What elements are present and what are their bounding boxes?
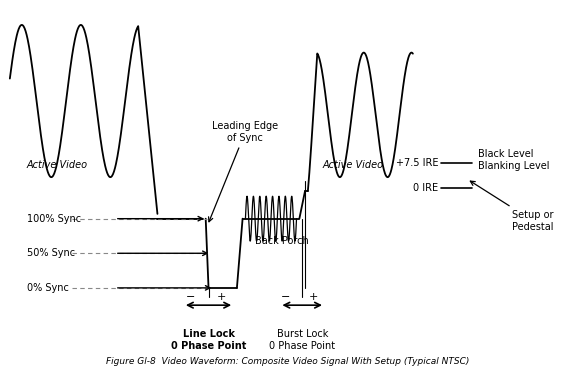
Text: 0 IRE: 0 IRE	[414, 183, 438, 193]
Text: 0% Sync: 0% Sync	[27, 283, 69, 293]
Text: Back Porch: Back Porch	[255, 236, 309, 246]
Text: Active Video: Active Video	[27, 160, 88, 170]
Text: Burst Lock
0 Phase Point: Burst Lock 0 Phase Point	[269, 330, 335, 351]
Text: −: −	[185, 292, 195, 301]
Text: +: +	[217, 292, 226, 301]
Text: Line Lock
0 Phase Point: Line Lock 0 Phase Point	[171, 330, 246, 351]
Text: Leading Edge
of Sync: Leading Edge of Sync	[209, 121, 278, 222]
Text: +: +	[309, 292, 318, 301]
Text: Figure Gl-8  Video Waveform: Composite Video Signal With Setup (Typical NTSC): Figure Gl-8 Video Waveform: Composite Vi…	[107, 357, 469, 366]
Text: +7.5 IRE: +7.5 IRE	[396, 158, 438, 168]
Text: Active Video: Active Video	[322, 160, 383, 170]
Text: 100% Sync: 100% Sync	[27, 214, 81, 224]
Text: Setup or
Pedestal: Setup or Pedestal	[471, 181, 554, 232]
Text: 50% Sync: 50% Sync	[27, 248, 75, 258]
Text: Black Level
Blanking Level: Black Level Blanking Level	[478, 149, 550, 170]
Text: −: −	[281, 292, 290, 301]
